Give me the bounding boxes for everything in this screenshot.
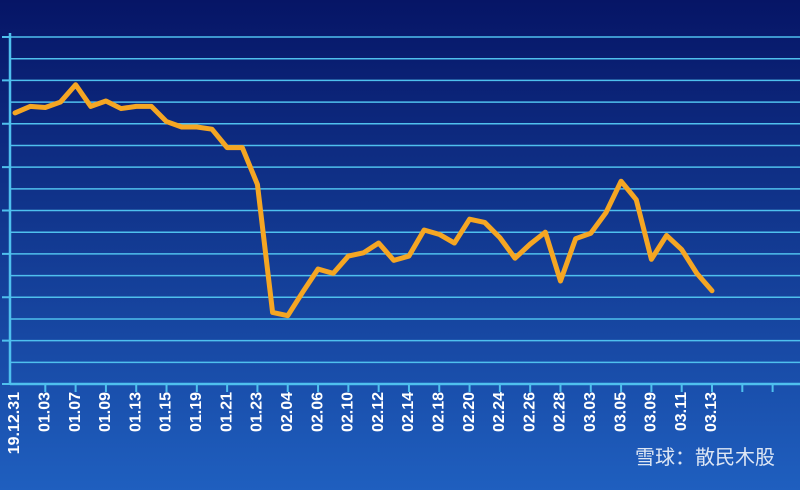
x-tick-label: 02.14 <box>400 392 417 432</box>
x-tick-label: 01.21 <box>218 392 235 432</box>
x-tick-label: 03.03 <box>582 392 599 432</box>
x-tick-label: 02.18 <box>430 392 447 432</box>
line <box>12 82 715 319</box>
x-tick-label: 01.19 <box>188 392 205 432</box>
x-tick-label: 02.26 <box>521 392 538 432</box>
x-tick-label: 02.24 <box>491 392 508 432</box>
x-tick-label: 02.12 <box>370 392 387 432</box>
x-tick-label: 03.09 <box>643 392 660 432</box>
x-tick-label: 01.07 <box>67 392 84 432</box>
x-tick-label: 02.06 <box>309 392 326 432</box>
x-tick-label: 01.13 <box>127 392 144 432</box>
x-tick-label: 02.04 <box>279 392 296 432</box>
x-tick-label: 01.15 <box>158 392 175 432</box>
x-tick-label: 02.10 <box>340 392 357 432</box>
x-tick-label: 01.09 <box>97 392 114 432</box>
x-tick-label: 03.13 <box>703 392 720 432</box>
x-tick-label: 02.28 <box>552 392 569 432</box>
x-tick-label: 03.05 <box>612 392 629 432</box>
watermark: 雪球：散民木股 <box>635 445 775 469</box>
x-tick-label: 01.03 <box>37 392 54 432</box>
x-tick-label: 03.11 <box>673 392 690 431</box>
x-tick-label: 01.23 <box>249 392 266 432</box>
x-tick-label: 19.12.31 <box>6 392 23 454</box>
x-tick-label: 02.20 <box>461 392 478 432</box>
